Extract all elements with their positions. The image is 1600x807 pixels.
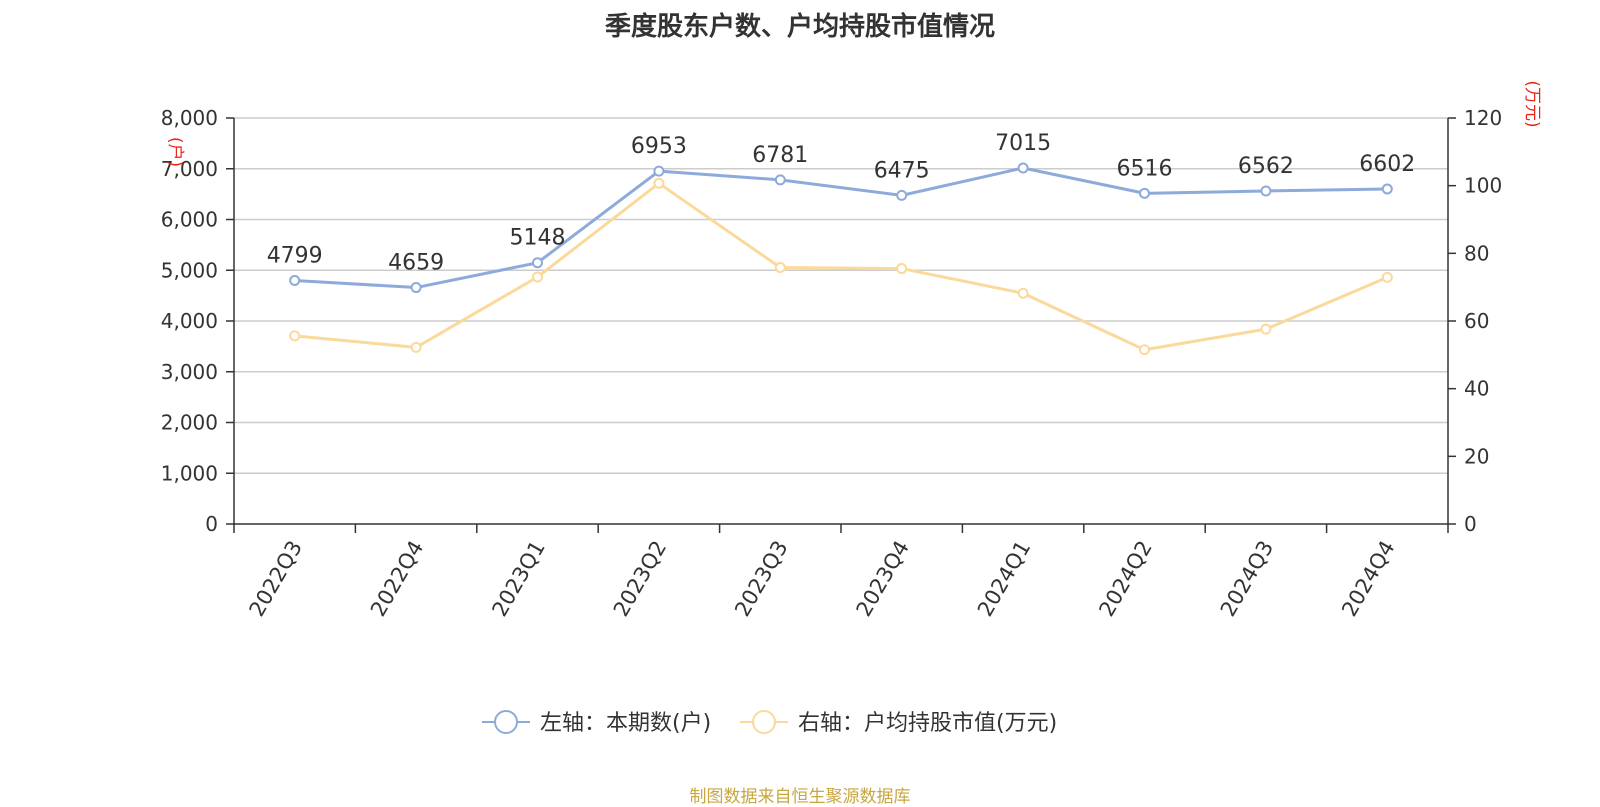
point-avg-market-value [1260, 323, 1272, 335]
data-label: 6475 [874, 158, 930, 183]
source-note: 制图数据来自恒生聚源数据库 [689, 787, 911, 807]
point-shareholders [896, 189, 908, 201]
y-right-tick-label: 40 [1464, 377, 1489, 401]
data-label: 6516 [1117, 156, 1173, 181]
point-shareholders [774, 174, 786, 186]
y-left-tick-label: 0 [205, 512, 218, 536]
series-line-avg-market-value [294, 181, 1388, 352]
point-shareholders [410, 282, 422, 294]
data-label: 6562 [1238, 154, 1294, 179]
y-left-tick-label: 7,000 [161, 157, 218, 181]
y-right-axis-label: (万元) [1522, 80, 1542, 127]
y-right-tick-label: 120 [1464, 106, 1502, 130]
point-shareholders [1381, 183, 1393, 195]
x-tick-label: 2023Q4 [852, 537, 914, 621]
chart-title: 季度股东户数、户均持股市值情况 [604, 12, 995, 42]
y-left-tick-label: 3,000 [161, 360, 218, 384]
legend-marker [752, 710, 776, 734]
data-labels: 4799 4659 5148 6953 6781 6475 7015 6516 6562 6602 [267, 131, 1416, 276]
point-avg-market-value [653, 177, 665, 189]
point-shareholders [289, 274, 301, 286]
series-line-shareholders [294, 166, 1388, 290]
data-label: 6953 [631, 134, 687, 159]
x-tick-label: 2023Q1 [487, 537, 549, 621]
point-avg-market-value [1017, 287, 1029, 299]
y-right-tick-label: 100 [1464, 174, 1502, 198]
data-label: 4659 [388, 251, 444, 276]
data-label: 5148 [510, 226, 566, 251]
point-avg-market-value [774, 262, 786, 274]
x-tick-label: 2022Q4 [366, 537, 428, 621]
data-label: 4799 [267, 243, 323, 268]
point-avg-market-value [410, 341, 422, 353]
x-tick-label: 2023Q3 [730, 537, 792, 621]
data-label: 7015 [995, 131, 1051, 156]
point-avg-market-value [1139, 344, 1150, 356]
legend-marker [494, 710, 518, 734]
point-avg-market-value [532, 271, 543, 283]
y-right-tick-label: 80 [1464, 241, 1489, 265]
y-left-tick-label: 6,000 [161, 208, 218, 232]
axes: 0 1,000 2,000 3,000 4,000 5,000 6,000 7,000 8,00… [161, 80, 1542, 620]
data-label: 6602 [1359, 152, 1415, 177]
data-label: 6781 [752, 143, 808, 168]
y-left-axis-label: (户) [165, 137, 185, 167]
point-avg-market-value [289, 330, 301, 342]
x-tick-label: 2024Q3 [1216, 537, 1278, 621]
x-tick-label: 2024Q4 [1337, 537, 1399, 621]
y-right-tick-label: 0 [1464, 512, 1477, 536]
point-avg-market-value [896, 263, 908, 275]
point-shareholders [532, 257, 543, 269]
chart-area: 0 1,000 2,000 3,000 4,000 5,000 6,000 7,000 8,00… [161, 80, 1542, 736]
point-shareholders [1017, 162, 1029, 174]
point-shareholders [1260, 185, 1272, 197]
point-shareholders [653, 165, 665, 177]
y-right-tick-label: 20 [1464, 444, 1489, 468]
legend[interactable]: 左轴：本期数(户) 右轴：户均持股市值(万元) [482, 710, 1057, 736]
y-left-tick-label: 1,000 [161, 461, 218, 485]
x-tick-label: 2023Q2 [609, 537, 671, 621]
series [289, 162, 1393, 356]
point-avg-market-value [1381, 271, 1393, 283]
y-left-tick-label: 5,000 [161, 258, 218, 282]
y-left-tick-label: 8,000 [161, 106, 218, 130]
y-left-tick-label: 2,000 [161, 411, 218, 435]
point-shareholders [1139, 187, 1150, 199]
y-right-tick-label: 60 [1464, 309, 1489, 333]
grid-lines [234, 117, 1448, 474]
x-tick-label: 2022Q3 [245, 537, 307, 621]
x-tick-label: 2024Q2 [1094, 537, 1156, 621]
x-tick-label: 2024Q1 [973, 537, 1035, 621]
legend-label: 右轴：户均持股市值(万元) [798, 711, 1057, 736]
legend-label: 左轴：本期数(户) [540, 711, 711, 736]
y-left-tick-label: 4,000 [161, 309, 218, 333]
